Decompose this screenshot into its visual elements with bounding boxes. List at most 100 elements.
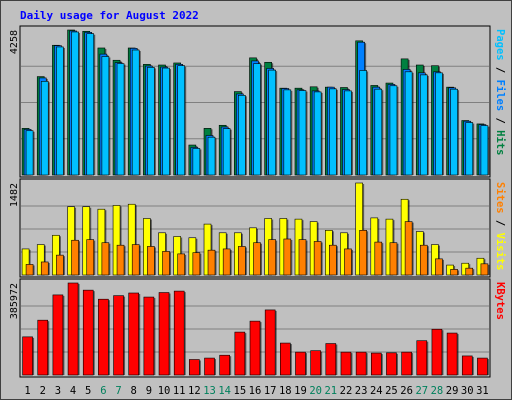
bar-kbytes-day-19	[295, 351, 306, 376]
panel-legend: Pages / Files / Hits	[494, 29, 506, 155]
bar-kbytes-day-25	[386, 352, 397, 376]
bar-kbytes-day-3	[52, 294, 64, 376]
bar-pages-day-5	[86, 33, 95, 176]
x-tick-label-27: 27	[415, 385, 428, 397]
bar-kbytes-day-8	[128, 292, 140, 376]
x-tick-label-23: 23	[355, 385, 368, 397]
bar-kbytes-day-31	[477, 357, 488, 376]
panel-max-label: 1482	[9, 183, 20, 207]
x-tick-label-3: 3	[55, 385, 61, 397]
x-tick-label-6: 6	[100, 385, 106, 397]
bar-kbytes-day-21	[325, 343, 337, 376]
bar-pages-day-28	[435, 72, 443, 176]
x-tick-label-25: 25	[385, 385, 398, 397]
bar-pages-day-1	[25, 130, 34, 176]
bar-kbytes-day-4	[67, 282, 79, 376]
x-tick-label-12: 12	[188, 385, 201, 397]
x-tick-label-21: 21	[324, 385, 337, 397]
bar-pages-day-18	[283, 89, 292, 176]
bar-kbytes-day-11	[173, 290, 185, 376]
bar-kbytes-day-10	[158, 292, 170, 376]
bar-kbytes-day-20	[310, 350, 321, 376]
bar-pages-day-29	[450, 88, 458, 176]
bar-kbytes-day-14	[219, 354, 230, 376]
x-tick-label-16: 16	[249, 385, 262, 397]
bar-sites-day-21	[329, 244, 337, 276]
panel-kbytes: 385972 KBytes	[9, 278, 506, 378]
bar-pages-day-4	[71, 31, 79, 176]
series-kbytes	[22, 282, 489, 376]
bar-pages-day-20	[313, 91, 322, 176]
x-tick-label-13: 13	[203, 385, 216, 397]
bar-sites-day-14	[222, 248, 231, 276]
panel-hits-files-pages: 4258 Pages / Files / Hits	[9, 25, 506, 178]
bar-pages-day-17	[268, 69, 276, 176]
bar-pages-day-9	[147, 67, 155, 176]
bar-sites-day-24	[374, 241, 383, 276]
bar-kbytes-day-26	[401, 351, 412, 376]
bar-sites-day-5	[86, 239, 95, 276]
bar-kbytes-day-17	[264, 309, 276, 376]
bar-pages-day-27	[419, 74, 428, 176]
bar-kbytes-day-9	[143, 296, 155, 376]
bar-kbytes-day-2	[37, 319, 49, 376]
legend-files: Files	[494, 80, 506, 112]
bar-pages-day-13	[207, 136, 216, 176]
x-tick-label-5: 5	[85, 385, 91, 397]
x-tick-label-24: 24	[370, 385, 383, 397]
bar-sites-day-19	[298, 239, 307, 276]
bar-visits-day-23	[355, 182, 363, 276]
bar-pages-day-6	[101, 56, 110, 176]
x-tick-label-19: 19	[294, 385, 307, 397]
bar-pages-day-8	[131, 49, 140, 176]
bar-pages-day-14	[222, 128, 231, 176]
bar-visits-day-6	[97, 208, 106, 276]
bar-sites-day-13	[207, 249, 216, 276]
panel-max-label: 4258	[9, 30, 20, 54]
bar-kbytes-day-13	[204, 357, 215, 376]
bar-kbytes-day-16	[249, 320, 261, 376]
bar-visits-day-13	[203, 223, 212, 276]
bar-sites-day-23	[359, 230, 367, 276]
bar-sites-day-6	[101, 242, 110, 276]
bar-pages-day-15	[238, 95, 246, 176]
legend-pages: Pages	[494, 29, 506, 61]
panel-max-label: 385972	[9, 283, 20, 319]
bar-kbytes-day-22	[340, 351, 352, 376]
legend-separator: /	[494, 214, 506, 233]
bar-pages-day-21	[329, 88, 337, 176]
x-tick-label-1: 1	[24, 385, 30, 397]
panel-visits-sites: 1482 Sites / Visits	[9, 178, 506, 278]
bar-kbytes-day-6	[98, 298, 109, 376]
bar-pages-day-23	[359, 70, 367, 176]
bar-pages-day-30	[465, 122, 474, 176]
chart-panels: 4258 Pages / Files / Hits 1482 Sites / Visi…	[9, 25, 506, 378]
bar-sites-day-18	[283, 238, 292, 276]
panel-legend: Sites / Visits	[494, 182, 506, 271]
legend-separator: /	[494, 61, 506, 80]
legend-hits: Hits	[494, 130, 506, 155]
bar-pages-day-25	[389, 85, 398, 176]
panel-legend: KBytes	[494, 282, 506, 320]
x-tick-label-29: 29	[446, 385, 459, 397]
bar-visits-day-7	[112, 205, 121, 276]
bar-pages-day-12	[192, 148, 201, 176]
bar-kbytes-day-18	[280, 342, 291, 376]
bar-sites-day-9	[147, 246, 155, 276]
bar-kbytes-day-15	[234, 331, 246, 376]
x-tick-label-28: 28	[431, 385, 444, 397]
bar-sites-day-1	[25, 264, 34, 276]
x-tick-label-15: 15	[234, 385, 247, 397]
bar-pages-day-11	[177, 65, 185, 176]
bar-kbytes-day-5	[82, 289, 94, 376]
bar-pages-day-22	[344, 90, 352, 176]
bar-kbytes-day-24	[370, 352, 382, 376]
bar-pages-day-7	[116, 63, 125, 176]
bar-sites-day-2	[40, 261, 49, 276]
bar-sites-day-17	[268, 239, 276, 276]
bar-kbytes-day-1	[22, 336, 33, 376]
bar-visits-day-2	[36, 244, 45, 276]
bar-sites-day-25	[389, 242, 398, 276]
bar-sites-day-27	[419, 244, 428, 276]
